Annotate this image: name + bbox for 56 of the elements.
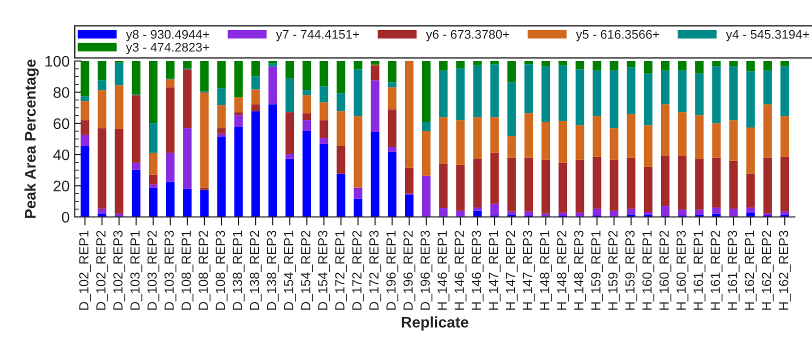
x-tick-label: D_102_REP1 [79,230,91,310]
legend-label: y8 - 930.4944+ [126,30,210,42]
x-tick-label: D_103_REP2 [147,230,160,310]
x-tick-label: H_147_REP1 [488,230,501,310]
x-tick-label: H_147_REP3 [522,230,535,310]
x-tick-label: H_159_REP3 [625,230,638,310]
x-tick-label: H_146_REP3 [472,230,484,310]
legend-label: y4 - 545.3194+ [726,30,810,42]
x-tick-label: D_138_REP2 [250,230,262,310]
x-tick-label: H_147_REP2 [506,230,518,310]
x-tick-label: H_146_REP2 [454,230,466,310]
x-tick-label: H_148_REP2 [557,230,569,310]
y-tick-label: 0 [62,212,70,223]
y-axis-title: Peak Area Percentage [24,60,39,218]
x-tick-label: D_108_REP3 [216,230,228,310]
x-tick-label: D_172_REP3 [369,230,382,310]
y-tick-label: 20 [54,180,70,192]
x-tick-label: D_102_REP2 [96,230,108,310]
x-tick-label: D_154_REP2 [301,230,313,310]
x-tick-label: H_161_REP1 [694,230,706,310]
x-tick-label: H_146_REP1 [438,230,450,310]
x-tick-label: D_196_REP2 [403,230,416,310]
x-tick-label: D_154_REP3 [318,230,330,310]
x-tick-label: D_154_REP1 [284,230,296,310]
y-tick-label: 60 [54,118,70,130]
x-tick-label: H_148_REP3 [574,230,586,310]
x-tick-label: H_161_REP2 [710,230,722,310]
x-tick-label: D_108_REP2 [198,230,210,310]
x-tick-label: D_172_REP2 [352,230,364,310]
y-tick-label: 40 [53,149,70,160]
x-tick-label: H_160_REP1 [642,230,654,310]
legend-label: y3 - 474.2823+ [126,42,210,54]
x-tick-label: D_103_REP1 [130,230,142,310]
x-tick-label: H_148_REP1 [540,230,552,310]
x-tick-label: H_159_REP1 [591,230,603,310]
y-tick-label: 100 [46,56,70,67]
x-tick-label: D_196_REP1 [386,230,398,310]
legend-label: y6 - 673.3780+ [426,30,510,42]
x-axis-title: Replicate [402,316,468,331]
x-tick-label: H_162_REP1 [744,230,757,310]
x-tick-label: H_161_REP3 [728,230,740,310]
x-tick-label: D_102_REP3 [113,230,126,310]
x-tick-label: H_160_REP3 [676,230,688,310]
x-tick-label: D_138_REP3 [266,230,279,310]
x-tick-label: H_162_REP3 [778,230,791,310]
x-tick-label: H_162_REP2 [762,230,774,310]
x-tick-label: D_196_REP3 [420,230,432,310]
x-tick-label: H_159_REP2 [608,230,620,310]
x-tick-label: H_160_REP2 [659,230,672,310]
x-tick-label: D_108_REP1 [182,230,194,310]
x-tick-label: D_172_REP1 [335,230,347,310]
legend-label: y5 - 616.3566+ [576,30,660,42]
legend-label: y7 - 744.4151+ [276,30,360,42]
y-tick-label: 80 [54,87,70,98]
x-tick-label: D_138_REP1 [232,230,245,310]
x-tick-label: D_103_REP3 [164,230,176,310]
